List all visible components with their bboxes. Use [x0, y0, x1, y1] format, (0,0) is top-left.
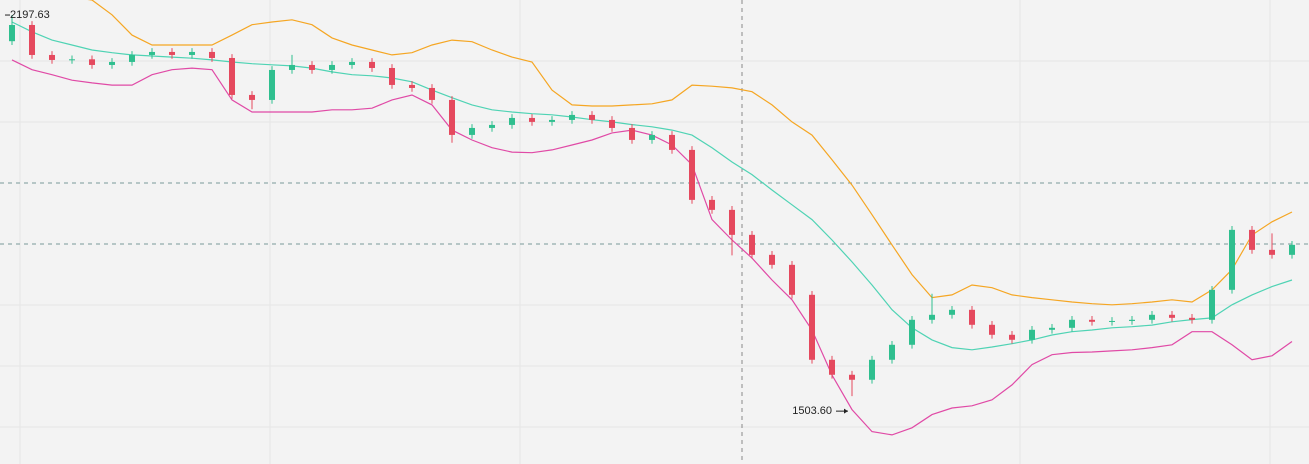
candle-body	[89, 59, 95, 65]
candle-body	[1209, 289, 1215, 320]
candle-body	[609, 119, 615, 128]
candle-body	[969, 309, 975, 325]
candle-body	[1029, 329, 1035, 340]
band-line	[87, 0, 1293, 306]
candle-body	[729, 209, 735, 235]
candle-body	[169, 51, 175, 55]
candle-body	[1049, 327, 1055, 330]
candle-body	[1249, 229, 1255, 250]
candle-body	[749, 234, 755, 255]
candle-body	[149, 51, 155, 55]
candle-body	[69, 59, 75, 61]
candle-body	[1289, 244, 1295, 255]
candle-body	[429, 87, 435, 100]
band-line	[11, 21, 1293, 351]
candle-body	[329, 64, 335, 70]
plot-area	[9, 0, 1295, 436]
candle-body	[809, 294, 815, 360]
candle-body	[889, 344, 895, 360]
candle-body	[789, 264, 795, 295]
candle-body	[49, 54, 55, 60]
candle-body	[509, 117, 515, 125]
candle-body	[289, 64, 295, 70]
candle-body	[1129, 319, 1135, 321]
candle-body	[1169, 314, 1175, 318]
candle-body	[549, 119, 555, 122]
candle-body	[449, 99, 455, 135]
candle-body	[249, 94, 255, 100]
candle-body	[189, 51, 195, 55]
candle-body	[1109, 320, 1115, 322]
candle-body	[1069, 319, 1075, 328]
annotation-label: 1503.60	[792, 405, 832, 417]
candle-body	[689, 149, 695, 200]
candle-body	[869, 359, 875, 380]
candle-body	[209, 51, 215, 58]
annotation-arrowhead	[844, 408, 848, 414]
candle-body	[9, 24, 15, 42]
candle-body	[389, 67, 395, 85]
candle-body	[1149, 314, 1155, 320]
candle-body	[529, 117, 535, 122]
candle-body	[1189, 317, 1195, 320]
band-line	[11, 59, 1293, 436]
candle-body	[269, 69, 275, 100]
candle-body	[1009, 334, 1015, 340]
candle-body	[949, 309, 955, 315]
candle-body	[829, 359, 835, 375]
candle-body	[469, 127, 475, 135]
candle-body	[629, 127, 635, 140]
candle-body	[989, 324, 995, 335]
candle-body	[769, 254, 775, 265]
candle-body	[849, 374, 855, 380]
candle-body	[649, 134, 655, 140]
candle-body	[569, 114, 575, 120]
candle-body	[909, 319, 915, 345]
candle-body	[409, 84, 415, 88]
candle-body	[709, 199, 715, 210]
candle-body	[369, 61, 375, 68]
candle-body	[1089, 319, 1095, 322]
candle-body	[669, 134, 675, 150]
candle-body	[309, 64, 315, 70]
candle-body	[109, 61, 115, 65]
candle-body	[929, 314, 935, 320]
candle-body	[1269, 249, 1275, 255]
candle-body	[229, 57, 235, 95]
candle-body	[489, 124, 495, 128]
candle-body	[589, 114, 595, 120]
candle-body	[349, 61, 355, 65]
candle-body	[29, 24, 35, 55]
candle-body	[129, 54, 135, 62]
candle-body	[1229, 229, 1235, 290]
annotation-label: 2197.63	[10, 9, 50, 21]
